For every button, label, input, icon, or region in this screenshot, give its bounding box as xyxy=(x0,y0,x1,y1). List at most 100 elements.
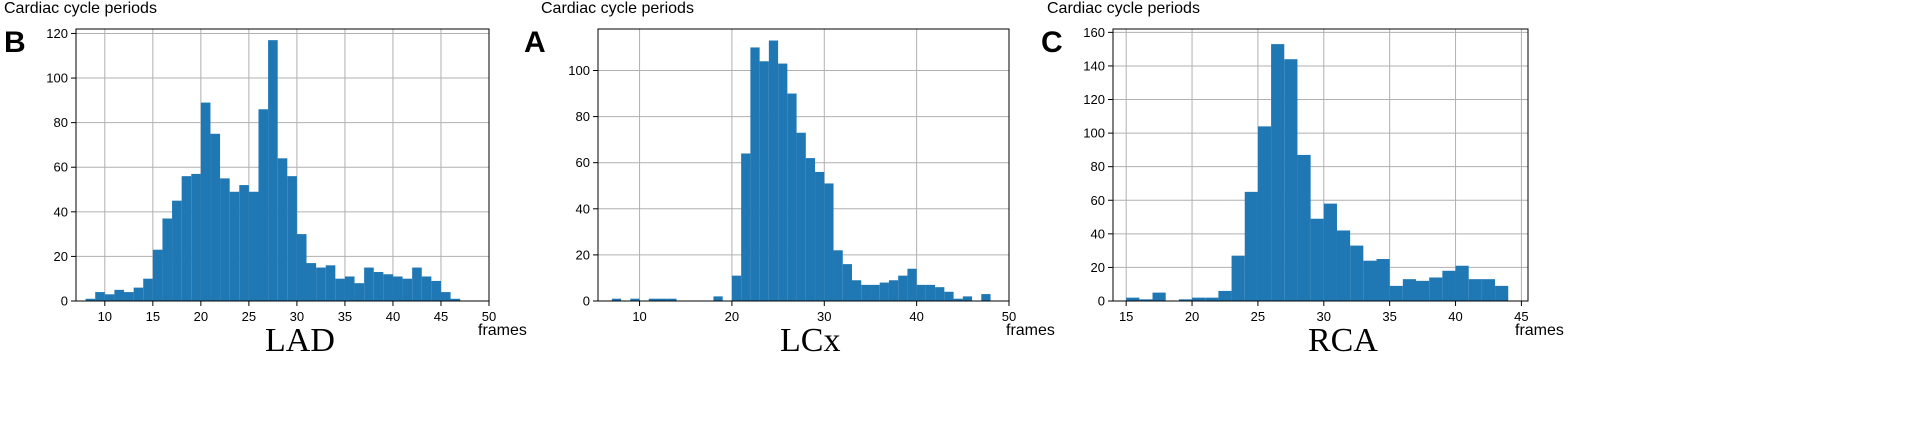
histogram-bar xyxy=(392,276,403,301)
x-tick-label: 30 xyxy=(817,309,831,324)
x-tick-label: 50 xyxy=(482,309,496,324)
histogram-bar xyxy=(277,158,288,301)
x-tick-label: 35 xyxy=(1382,309,1396,324)
histogram-bar xyxy=(325,265,336,301)
histogram-bar xyxy=(239,185,249,301)
histogram-bar xyxy=(750,47,760,302)
panel-letter: B xyxy=(4,26,26,59)
histogram-lcx: 10 20 30 40 50 0 20 40 60 80 100 xyxy=(568,28,1016,324)
histogram-bar xyxy=(713,296,723,301)
plot-frame xyxy=(1112,28,1529,302)
y-tick-label: 160 xyxy=(1083,25,1105,40)
x-tick-label: 20 xyxy=(194,309,208,324)
histogram-bar xyxy=(200,102,211,302)
plot-frame xyxy=(75,28,490,302)
histogram-bar xyxy=(787,93,797,301)
histogram-bar xyxy=(1481,279,1496,301)
histogram-bar xyxy=(731,275,742,301)
histogram-bar xyxy=(981,294,991,301)
y-tick-label: 120 xyxy=(1083,92,1105,107)
histogram-bar xyxy=(1297,154,1311,301)
y-tick-label: 20 xyxy=(54,249,68,264)
chart-panel-rca: 15 20 25 30 35 40 45 0 20 40 60 80 100 120 140 160 Card… xyxy=(1041,0,1676,430)
histogram-bar xyxy=(1126,297,1140,301)
y-tick-label: 100 xyxy=(1083,126,1105,141)
chart-panel-lad: 10 15 20 25 30 35 40 45 50 0 20 40 60 80 100 120 Cardia… xyxy=(0,0,635,430)
histogram-bar xyxy=(1468,279,1482,301)
histogram-bar xyxy=(1218,290,1232,301)
histogram-rca: 15 20 25 30 35 40 45 0 20 40 60 80 100 120 140 160 xyxy=(1083,25,1529,324)
histogram-bar xyxy=(1139,299,1153,301)
x-tick-label: 35 xyxy=(338,309,352,324)
chart-title: Cardiac cycle periods xyxy=(4,0,157,17)
histogram-bar xyxy=(268,40,278,301)
histogram-bar xyxy=(421,276,432,301)
histogram-bar xyxy=(296,234,307,301)
histogram-bar xyxy=(1284,59,1298,301)
histogram-bar xyxy=(124,292,134,301)
histogram-bar xyxy=(1231,255,1245,301)
x-tick-label: 25 xyxy=(242,309,256,324)
histogram-bar xyxy=(152,249,163,301)
histogram-bar xyxy=(888,280,899,301)
histogram-bar xyxy=(1310,218,1324,301)
histogram-bar xyxy=(287,176,297,301)
histogram-bar xyxy=(851,280,862,301)
histogram-bar xyxy=(354,283,365,301)
histogram-bar xyxy=(1271,44,1285,301)
histogram-bar xyxy=(114,289,125,301)
x-tick-label: 20 xyxy=(725,309,739,324)
histogram-bar xyxy=(133,287,144,301)
histogram-bar xyxy=(162,218,173,301)
plot-frame xyxy=(597,28,1010,302)
histogram-bar xyxy=(935,287,945,301)
y-tick-label: 80 xyxy=(54,115,68,130)
histogram-bar xyxy=(248,191,259,301)
x-axis-label: frames xyxy=(478,322,527,339)
histogram-bar xyxy=(1152,292,1166,301)
histogram-bar xyxy=(104,294,115,301)
series-name-label: RCA xyxy=(1308,322,1378,359)
y-tick-label: 60 xyxy=(1091,193,1105,208)
y-tick-label: 140 xyxy=(1083,58,1105,73)
histogram-bar xyxy=(191,173,201,301)
y-tick-label: 60 xyxy=(576,155,590,170)
x-axis-label: frames xyxy=(1515,322,1564,339)
y-tick-label: 60 xyxy=(54,160,68,175)
chart-title: Cardiac cycle periods xyxy=(1047,0,1200,17)
y-tick-label: 40 xyxy=(576,201,590,216)
histogram-bar xyxy=(1455,265,1469,301)
histogram-bar xyxy=(431,280,441,301)
x-tick-label: 25 xyxy=(1251,309,1265,324)
histogram-bar xyxy=(648,298,659,301)
x-tick-label: 50 xyxy=(1002,309,1016,324)
x-tick-label: 15 xyxy=(146,309,160,324)
x-tick-label: 15 xyxy=(1119,309,1133,324)
series-name-label: LAD xyxy=(265,322,335,359)
chart-title: Cardiac cycle periods xyxy=(541,0,694,17)
histogram-bar xyxy=(870,284,880,301)
x-tick-label: 30 xyxy=(290,309,304,324)
x-tick-label: 20 xyxy=(1185,309,1199,324)
y-tick-label: 20 xyxy=(1091,260,1105,275)
panel-letter: C xyxy=(1041,26,1063,59)
histogram-bar xyxy=(815,171,825,301)
histogram-bar xyxy=(824,183,834,301)
histogram-bar xyxy=(335,278,345,301)
histogram-bar xyxy=(1323,203,1337,301)
histogram-bar xyxy=(962,296,973,301)
histogram-bar xyxy=(1192,297,1206,301)
histogram-bar xyxy=(1178,299,1193,301)
histogram-bar xyxy=(907,268,917,301)
histogram-bar xyxy=(944,291,954,301)
histogram-bar xyxy=(861,284,871,301)
histogram-bar xyxy=(667,298,677,301)
histogram-bar xyxy=(1205,297,1219,301)
histogram-bar xyxy=(402,278,413,301)
histogram-bar xyxy=(412,267,422,301)
histogram-bar xyxy=(953,298,963,301)
histogram-bar xyxy=(1416,280,1430,301)
histogram-bar xyxy=(1257,126,1272,301)
y-tick-label: 80 xyxy=(1091,159,1105,174)
y-tick-label: 120 xyxy=(46,26,68,41)
